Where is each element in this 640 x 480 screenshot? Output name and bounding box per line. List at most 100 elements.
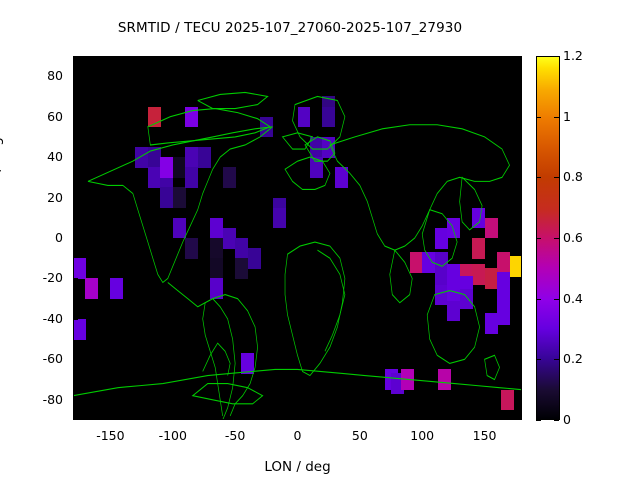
x-tick-mark <box>485 56 486 61</box>
colorbar-tick-mark <box>554 117 559 118</box>
colorbar-tick-mark <box>554 299 559 300</box>
coastline-overlay <box>73 91 522 420</box>
heatmap-cell <box>172 157 186 178</box>
x-tick-mark <box>485 415 486 420</box>
heatmap-cell <box>409 252 423 273</box>
heatmap-cell <box>241 353 255 374</box>
x-tick-mark <box>110 56 111 61</box>
heatmap-cell <box>438 369 452 391</box>
y-tick-mark <box>73 319 78 320</box>
y-tick-mark <box>73 359 78 360</box>
heatmap-cell <box>434 227 448 249</box>
x-tick-mark <box>422 415 423 420</box>
heatmap-cell <box>185 238 199 259</box>
y-tick-mark <box>517 238 522 239</box>
colorbar-tick-mark <box>554 177 559 178</box>
colorbar-tick-mark <box>536 420 541 421</box>
colorbar-tick-mark <box>536 359 541 360</box>
heatmap-cell <box>222 227 236 249</box>
colorbar-tick-label: 1.2 <box>563 48 583 63</box>
heatmap-cell <box>447 300 461 322</box>
heatmap-cell <box>472 207 486 229</box>
heatmap-cell <box>484 217 498 239</box>
heatmap-cell <box>472 238 486 259</box>
heatmap-cell <box>160 187 174 209</box>
heatmap-cell <box>222 167 236 188</box>
x-tick-label: 150 <box>472 428 497 443</box>
heatmap-cell <box>172 217 186 239</box>
heatmap-cell <box>334 167 348 188</box>
y-tick-label: -80 <box>42 391 63 407</box>
y-tick-mark <box>73 76 78 77</box>
x-tick-mark <box>298 415 299 420</box>
x-tick-mark <box>235 56 236 61</box>
y-tick-label: 80 <box>47 68 63 84</box>
y-axis-label: LAT / deg <box>0 137 4 200</box>
x-tick-mark <box>360 415 361 420</box>
heatmap-cell <box>210 217 224 239</box>
heatmap-cell <box>235 238 249 259</box>
heatmap-cell <box>297 106 311 128</box>
x-tick-mark <box>173 415 174 420</box>
x-tick-label: -50 <box>224 428 246 443</box>
colorbar-tick-label: 0.6 <box>563 230 583 245</box>
y-tick-label: -60 <box>42 351 63 367</box>
colorbar-tick-mark <box>536 238 541 239</box>
heatmap-cell <box>500 389 514 411</box>
y-tick-mark <box>73 157 78 158</box>
colorbar-tick-mark <box>554 238 559 239</box>
x-tick-mark <box>173 56 174 61</box>
x-axis-label: LON / deg <box>264 459 331 475</box>
colorbar-tick-mark <box>536 56 541 57</box>
plot-area <box>73 56 522 420</box>
heatmap-cell <box>434 284 448 306</box>
heatmap-cell <box>509 256 522 277</box>
x-tick-label: -150 <box>96 428 125 443</box>
x-tick-mark <box>110 415 111 420</box>
colorbar-tick-mark <box>536 299 541 300</box>
heatmap-cell <box>484 268 498 290</box>
x-tick-label: 100 <box>410 428 435 443</box>
heatmap-cell <box>85 278 99 300</box>
y-tick-mark <box>73 117 78 118</box>
colorbar-tick-label: 1 <box>563 108 571 124</box>
heatmap-cell <box>210 238 224 259</box>
colorbar-tick-mark <box>554 56 559 57</box>
y-tick-label: 40 <box>47 149 63 165</box>
y-tick-mark <box>517 400 522 401</box>
heatmap-cell <box>185 147 199 168</box>
x-tick-label: 50 <box>351 428 368 443</box>
heatmap-cell <box>135 147 149 168</box>
heatmap-cell <box>422 252 436 273</box>
colorbar-tick-mark <box>554 420 559 421</box>
y-tick-mark <box>517 198 522 199</box>
heatmap-cell <box>434 252 448 273</box>
y-tick-label: -20 <box>42 270 63 286</box>
colorbar-tick-label: 0.8 <box>563 169 583 185</box>
y-tick-mark <box>73 198 78 199</box>
colorbar-tick-mark <box>536 177 541 178</box>
heatmap-cell <box>172 187 186 209</box>
heatmap-cell <box>309 157 323 178</box>
heatmap-cell <box>322 106 336 128</box>
heatmap-cell <box>73 318 86 340</box>
x-tick-mark <box>360 56 361 61</box>
heatmap-cell <box>447 217 461 239</box>
x-tick-mark <box>235 415 236 420</box>
y-tick-mark <box>517 76 522 77</box>
y-tick-mark <box>73 238 78 239</box>
y-tick-mark <box>517 278 522 279</box>
heatmap-cell <box>247 248 261 269</box>
y-tick-mark <box>517 319 522 320</box>
colorbar-tick-label: 0 <box>563 412 571 427</box>
y-tick-mark <box>517 157 522 158</box>
heatmap-cell <box>447 284 461 306</box>
y-tick-label: 20 <box>47 189 63 205</box>
heatmap-cell <box>110 278 124 300</box>
heatmap-cell <box>472 264 486 285</box>
y-tick-label: -40 <box>42 310 63 326</box>
y-tick-mark <box>517 117 522 118</box>
colorbar-tick-mark <box>554 359 559 360</box>
x-tick-label: -100 <box>158 428 187 443</box>
